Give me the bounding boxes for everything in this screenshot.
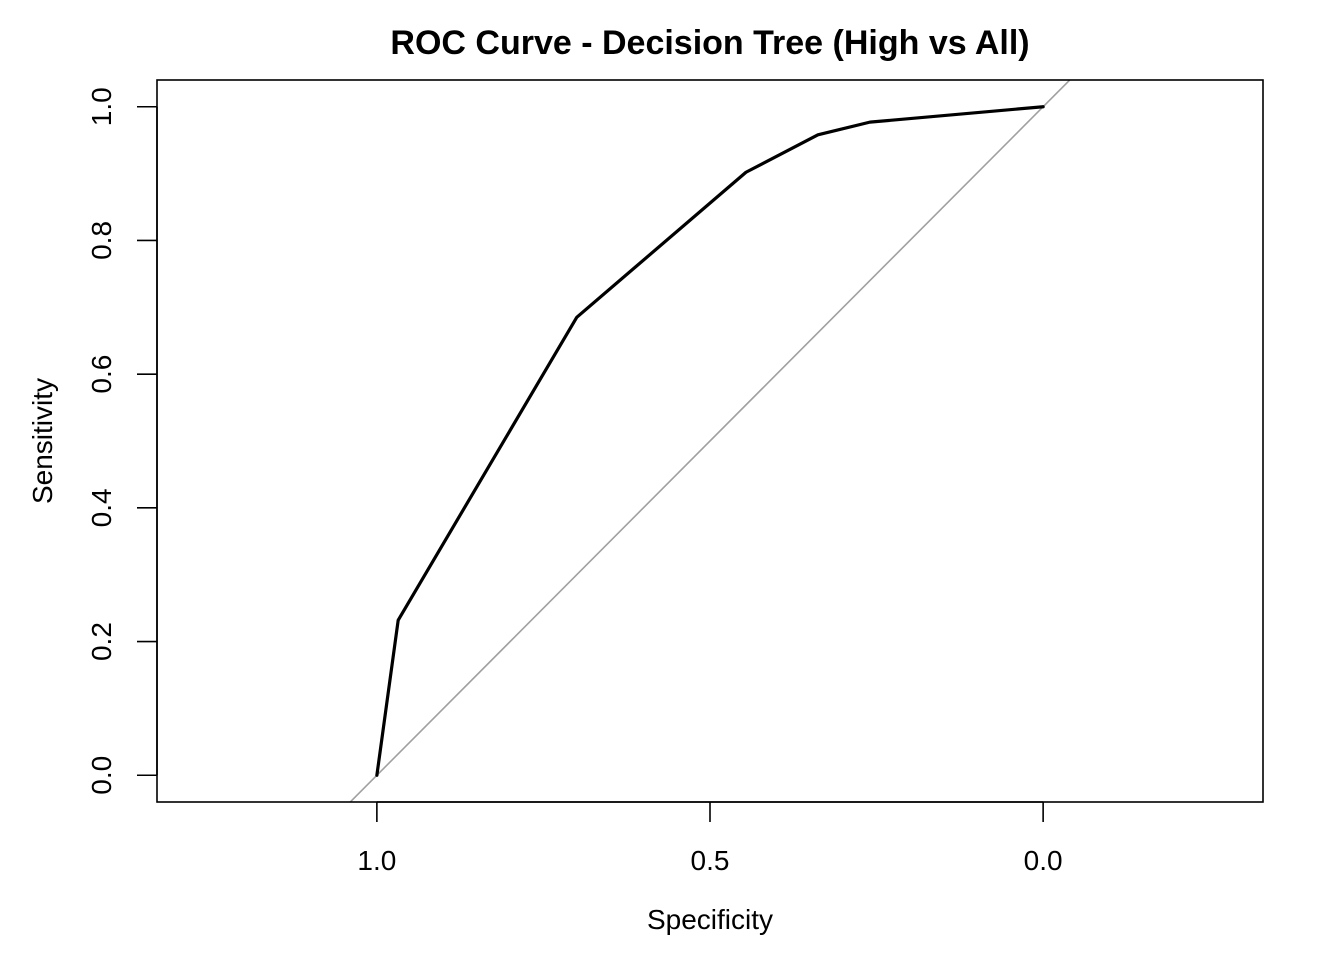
y-tick-label: 0.6 [86, 355, 117, 394]
plot-content [349, 80, 1071, 802]
y-axis-label: Sensitivity [27, 378, 58, 504]
chance-reference-line [349, 80, 1071, 802]
x-tick-label: 1.0 [357, 845, 396, 876]
y-tick-label: 1.0 [86, 87, 117, 126]
y-tick-label: 0.8 [86, 221, 117, 260]
y-axis: 0.0 0.2 0.4 0.6 0.8 1.0 [86, 87, 158, 795]
x-axis-label: Specificity [647, 904, 773, 935]
chart-title: ROC Curve - Decision Tree (High vs All) [390, 24, 1029, 62]
y-tick-label: 0.4 [86, 488, 117, 527]
x-tick-label: 0.5 [691, 845, 730, 876]
roc-curve-line [375, 105, 1045, 777]
x-tick-label: 0.0 [1024, 845, 1063, 876]
x-axis: 1.0 0.5 0.0 [357, 801, 1063, 876]
y-tick-label: 0.0 [86, 756, 117, 795]
y-tick-label: 0.2 [86, 622, 117, 661]
